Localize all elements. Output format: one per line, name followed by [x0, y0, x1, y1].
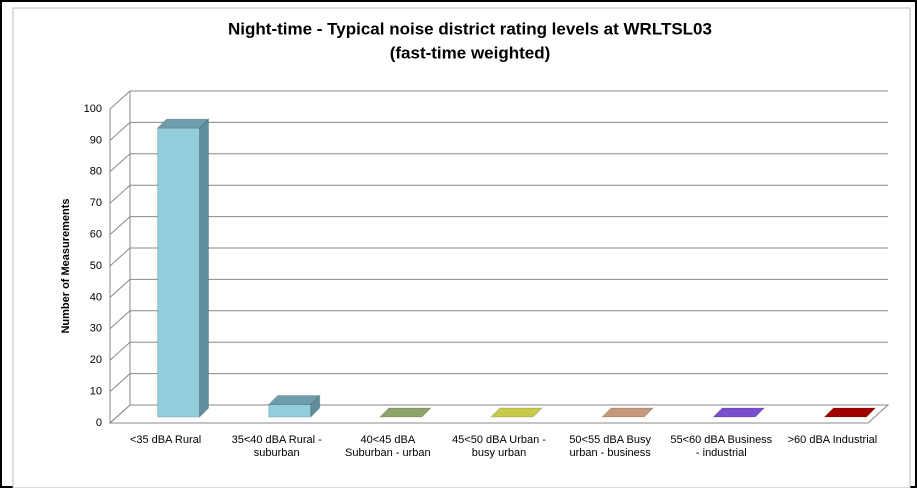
grid-line-side — [109, 90, 131, 110]
bar — [378, 407, 433, 418]
bar-front — [157, 127, 201, 418]
y-tick-label: 90 — [90, 134, 102, 146]
y-axis-label: Number of Measurements — [60, 198, 72, 333]
bar — [823, 407, 877, 418]
y-tick-label: 20 — [90, 354, 102, 366]
grid-line-side — [109, 247, 131, 267]
bar-top — [267, 394, 321, 405]
x-tick-label: >60 dBA Industrial — [787, 434, 878, 446]
chart-subtitle: (fast-time weighted) — [390, 43, 551, 62]
bar — [600, 407, 655, 418]
grid-line-side — [109, 216, 131, 235]
y-tick-label: 40 — [90, 291, 102, 303]
x-tick-label: 35<40 dBA Rural - suburban — [231, 434, 322, 459]
bar — [489, 407, 544, 418]
y-tick-label: 10 — [90, 386, 102, 398]
bar — [267, 394, 321, 419]
grid-line-side — [109, 279, 131, 298]
x-tick-label: 50<55 dBA Busy urban - business — [569, 434, 651, 459]
x-tick-label: 45<50 dBA Urban - busy urban — [452, 434, 546, 459]
grid-line-side — [109, 153, 131, 173]
x-tick-label: 40<45 dBA Suburban - urban — [345, 434, 431, 459]
y-tick-label: 50 — [90, 260, 102, 272]
grid-line-side — [109, 404, 131, 424]
bar-top — [600, 407, 655, 418]
x-tick-label: <35 dBA Rural — [129, 434, 202, 446]
chart-title: Night-time - Typical noise district rati… — [228, 19, 712, 38]
bar-side — [199, 117, 210, 419]
y-tick-label: 100 — [84, 103, 102, 115]
bar-top — [489, 407, 544, 418]
y-tick-label: 60 — [90, 229, 102, 241]
grid-line-side — [109, 122, 131, 141]
grid-line-side — [109, 341, 131, 361]
grid-line-side — [109, 373, 131, 392]
grid-line-side — [109, 310, 131, 330]
bar-top — [378, 407, 433, 418]
bar-top — [712, 407, 766, 418]
grid-line-side — [109, 184, 131, 204]
bar — [156, 117, 210, 419]
y-tick-label: 0 — [96, 417, 102, 429]
x-tick-label: 55<60 dBA Business - industrial — [670, 434, 773, 459]
bar-top — [823, 407, 877, 418]
y-tick-label: 80 — [90, 166, 102, 178]
bar — [712, 407, 766, 418]
bar-front — [268, 403, 312, 418]
y-tick-label: 70 — [90, 197, 102, 209]
bar-top — [156, 118, 210, 129]
y-tick-label: 30 — [90, 323, 102, 335]
